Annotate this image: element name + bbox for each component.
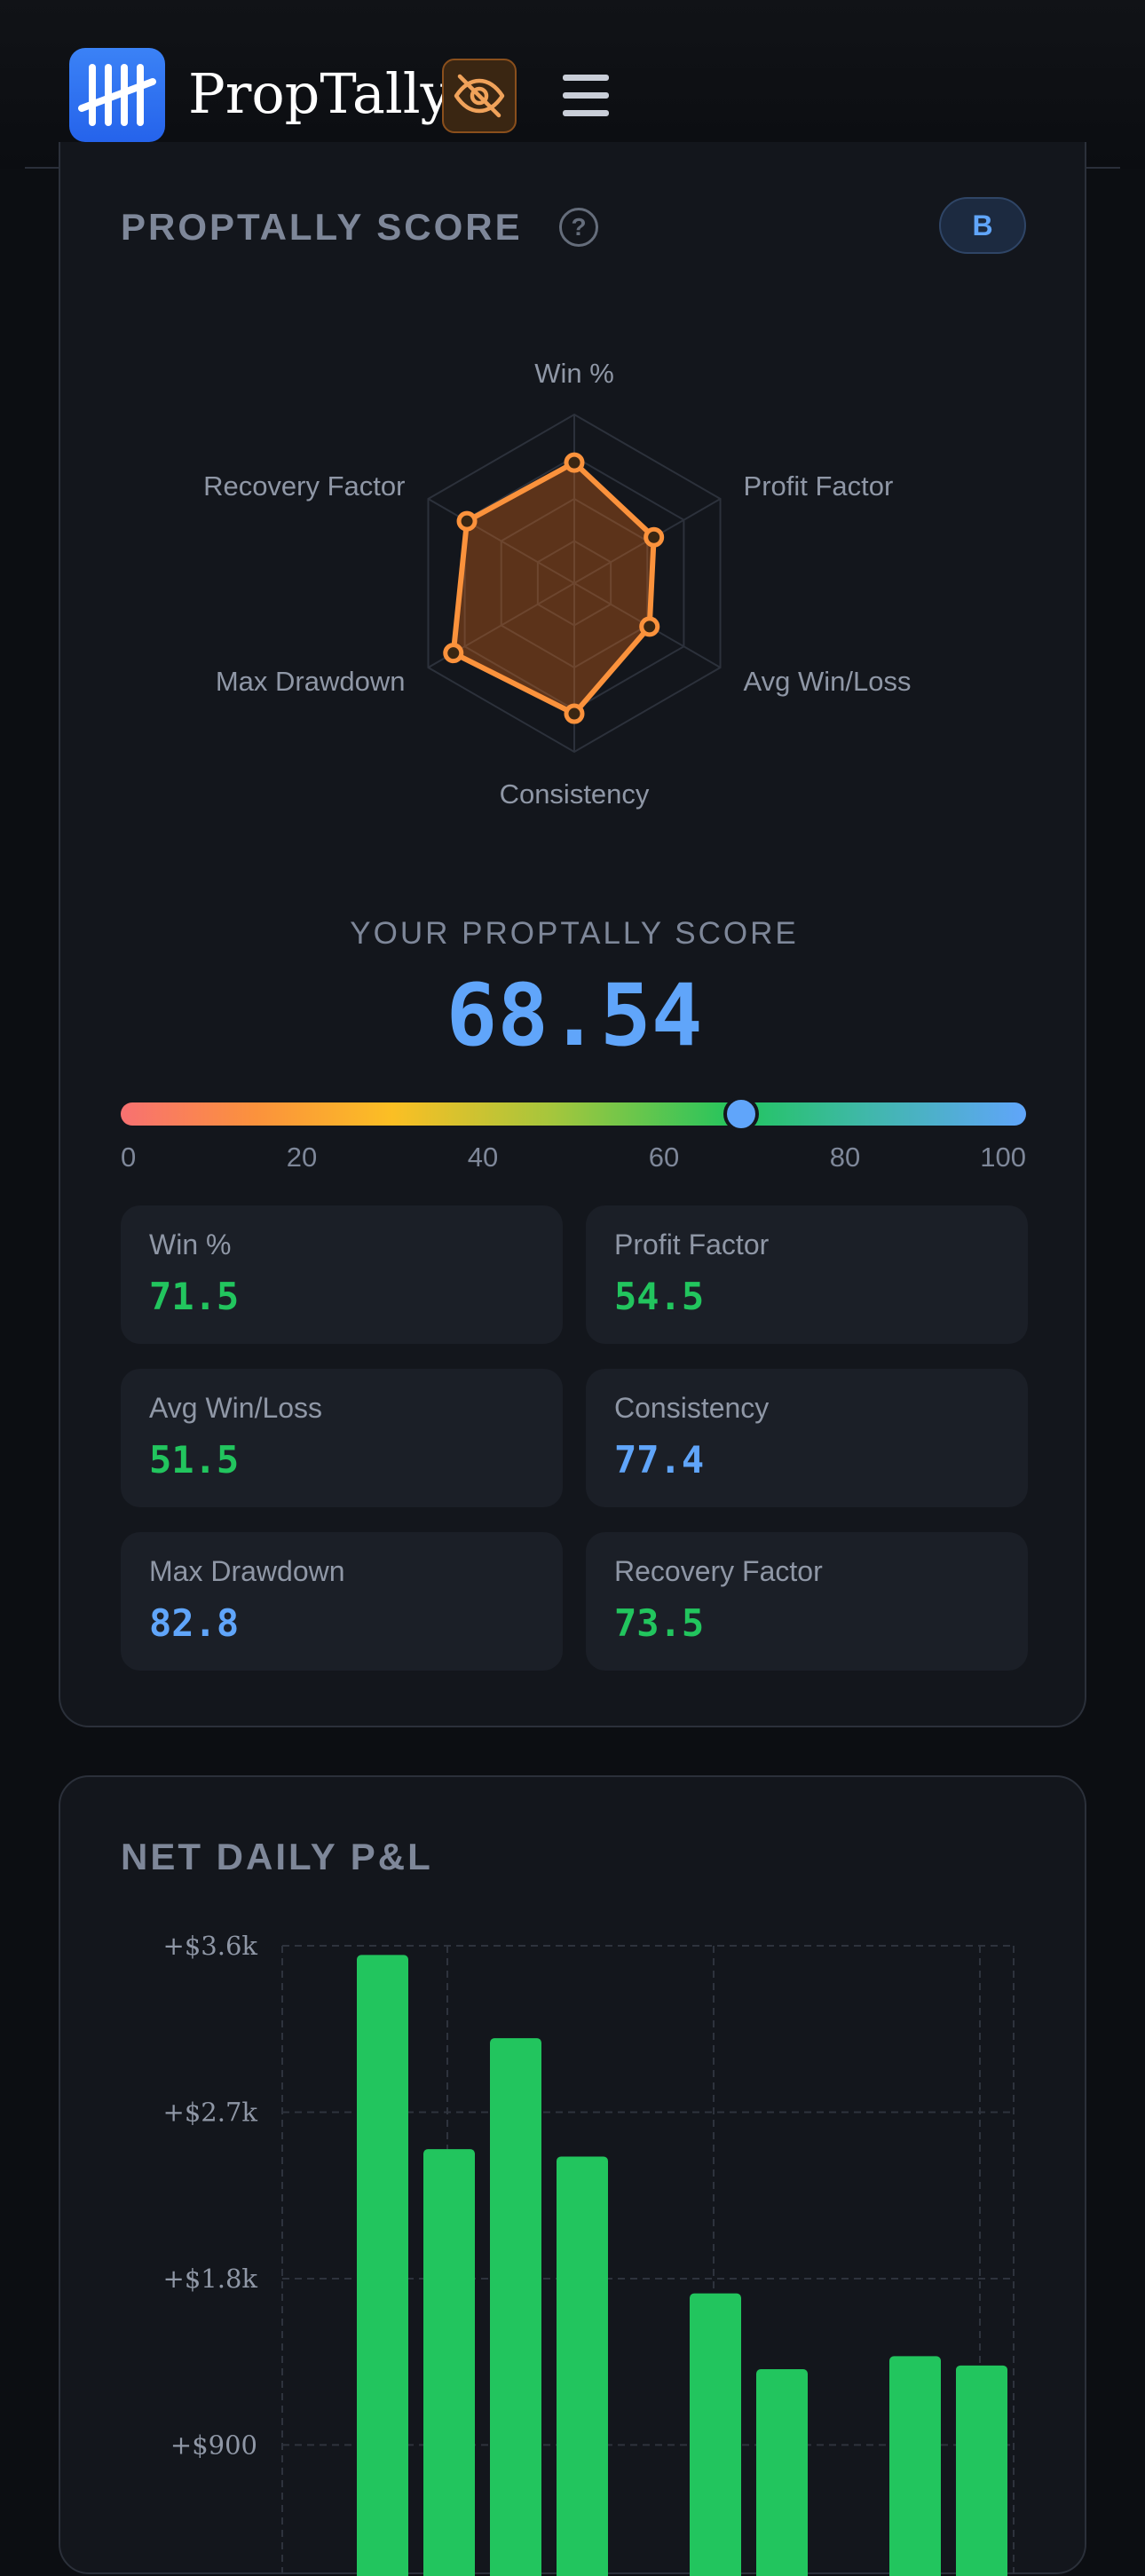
y-tick-label: +$2.7k [163, 2097, 258, 2127]
metric-value: 73.5 [614, 1601, 705, 1645]
radar-point-1[interactable] [564, 452, 585, 473]
score-scale-label: 20 [286, 1142, 318, 1173]
brand-name: PropTally [188, 61, 452, 126]
score-scale-label: 100 [980, 1142, 1026, 1173]
radar-point-5[interactable] [443, 643, 464, 664]
score-card-title: PROPTALLY SCORE [121, 206, 523, 248]
your-score-label: YOUR PROPTALLY SCORE [350, 916, 799, 951]
tally-marks-icon [78, 64, 156, 126]
radar-axis-label: Recovery Factor [203, 470, 405, 502]
radar-axis-label: Max Drawdown [216, 666, 406, 697]
pnl-bar[interactable] [956, 2365, 1007, 2576]
metric-value: 51.5 [149, 1438, 240, 1482]
score-scale-label: 40 [467, 1142, 499, 1173]
metric-label: Avg Win/Loss [149, 1392, 323, 1424]
radar-axis-label: Profit Factor [744, 470, 894, 502]
y-tick-label: +$3.6k [163, 1931, 258, 1961]
metric-value: 82.8 [149, 1601, 240, 1645]
radar-chart: Win % Profit Factor Avg Win/Loss Consistenc… [203, 358, 912, 810]
metric-tile: Max Drawdown 82.8 [121, 1532, 563, 1671]
score-scale-label: 0 [121, 1142, 137, 1173]
app-logo[interactable] [69, 48, 165, 142]
pnl-bar[interactable] [690, 2293, 741, 2576]
pnl-card-title: NET DAILY P&L [121, 1836, 433, 1877]
pnl-bar[interactable] [889, 2356, 941, 2576]
metric-label: Consistency [614, 1392, 770, 1424]
radar-series-area [450, 460, 657, 717]
radar-axis-label: Consistency [500, 778, 650, 810]
radar-axis-label: Avg Win/Loss [744, 666, 912, 697]
radar-point-6[interactable] [456, 510, 478, 532]
score-gradient-bar [121, 1096, 1026, 1132]
score-marker [723, 1096, 760, 1132]
pnl-bar[interactable] [357, 1955, 408, 2576]
pnl-bar[interactable] [423, 2149, 475, 2576]
pnl-bar[interactable] [490, 2038, 541, 2576]
metric-tile: Avg Win/Loss 51.5 [121, 1369, 563, 1507]
pnl-bar-chart: +$3.6k +$2.7k +$1.8k +$900 [163, 1931, 1015, 2576]
help-icon[interactable]: ? [559, 208, 598, 247]
pnl-bar[interactable] [557, 2156, 608, 2576]
pnl-bar[interactable] [756, 2369, 808, 2576]
net-daily-pnl-card: NET DAILY P&L +$3.6k +$2.7k +$1.8k +$900 [59, 1775, 1086, 2576]
metric-tile: Profit Factor 54.5 [586, 1205, 1028, 1344]
radar-axis-label: Win % [534, 358, 614, 389]
y-tick-label: +$900 [170, 2430, 257, 2460]
metric-tile: Recovery Factor 73.5 [586, 1532, 1028, 1671]
privacy-toggle-button[interactable] [442, 59, 517, 133]
metric-label: Recovery Factor [614, 1555, 823, 1587]
grade-badge: B [939, 197, 1026, 254]
metric-tile: Consistency 77.4 [586, 1369, 1028, 1507]
score-value: 68.54 [446, 966, 703, 1065]
metric-label: Win % [149, 1229, 232, 1260]
metric-value: 77.4 [614, 1438, 705, 1482]
metric-label: Max Drawdown [149, 1555, 345, 1587]
hamburger-menu-icon[interactable] [556, 71, 614, 121]
metric-label: Profit Factor [614, 1229, 770, 1260]
proptally-score-card: PROPTALLY SCORE ? B Win % Profit Factor Av… [59, 142, 1086, 1727]
radar-point-3[interactable] [639, 616, 660, 637]
y-tick-label: +$1.8k [163, 2264, 258, 2294]
radar-spoke [427, 498, 575, 584]
score-scale-label: 60 [648, 1142, 680, 1173]
metric-tile: Win % 71.5 [121, 1205, 563, 1344]
radar-point-2[interactable] [644, 526, 665, 548]
radar-point-4[interactable] [564, 703, 585, 724]
score-scale-label: 80 [829, 1142, 861, 1173]
eye-off-icon [454, 74, 505, 118]
metric-value: 71.5 [149, 1275, 240, 1318]
metric-value: 54.5 [614, 1275, 705, 1318]
